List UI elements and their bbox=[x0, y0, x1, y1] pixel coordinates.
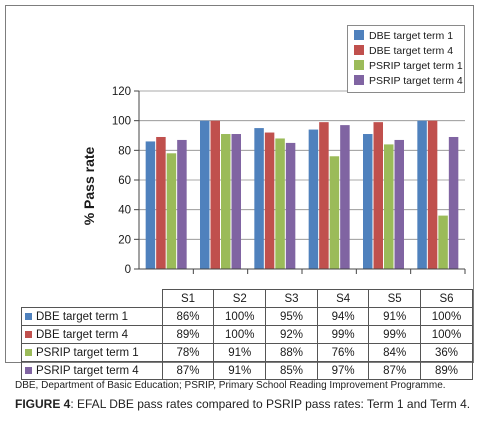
data-label: 91% bbox=[213, 361, 267, 380]
table-row: DBE target term 1 86% 100% 95% 94% 91% 100% bbox=[21, 307, 474, 326]
data-label: 100% bbox=[419, 325, 474, 344]
bar bbox=[254, 128, 264, 269]
legend-item: DBE target term 4 bbox=[354, 44, 464, 59]
bar bbox=[145, 141, 156, 269]
y-tick-label: 120 bbox=[112, 86, 131, 98]
y-tick-label: 60 bbox=[118, 175, 131, 187]
legend-label: DBE target term 1 bbox=[369, 30, 454, 42]
chart-legend: DBE target term 1 DBE target term 4 PSRIP … bbox=[347, 25, 465, 93]
legend-label: DBE target term 4 bbox=[369, 45, 454, 57]
bar bbox=[340, 125, 350, 269]
bar bbox=[156, 136, 166, 269]
bar bbox=[231, 134, 241, 269]
data-label: 84% bbox=[368, 343, 421, 362]
data-label: 86% bbox=[161, 307, 215, 326]
category-label: S3 bbox=[265, 289, 318, 308]
data-label: 99% bbox=[316, 325, 370, 344]
data-label: 89% bbox=[419, 361, 474, 380]
y-tick-label: 100 bbox=[112, 116, 131, 128]
bar bbox=[319, 122, 329, 270]
figure-caption: FIGURE 4: EFAL DBE pass rates compared t… bbox=[15, 397, 470, 411]
data-label: 91% bbox=[368, 307, 421, 326]
table-row: DBE target term 4 89% 100% 92% 99% 99% 100% bbox=[21, 325, 474, 344]
table-row-label: PSRIP target term 1 bbox=[21, 343, 163, 362]
data-label: 89% bbox=[161, 325, 215, 344]
data-label: 100% bbox=[213, 325, 267, 344]
table-row-label: DBE target term 1 bbox=[21, 307, 163, 326]
category-label: S1 bbox=[161, 289, 215, 308]
data-label: 36% bbox=[419, 343, 474, 362]
legend-item: PSRIP target term 1 bbox=[354, 59, 464, 74]
bar bbox=[427, 120, 438, 270]
bar-chart: 0 20 40 60 80 100 120 % Pass rate bbox=[81, 86, 466, 276]
data-label: 92% bbox=[265, 325, 318, 344]
category-label: S4 bbox=[316, 289, 370, 308]
table-row-name: PSRIP target term 1 bbox=[36, 346, 139, 359]
legend-swatch bbox=[354, 30, 364, 40]
figure-note: DBE, Department of Basic Education; PSRI… bbox=[15, 380, 446, 391]
y-axis-title: % Pass rate bbox=[81, 146, 97, 225]
bar bbox=[394, 139, 404, 269]
table-row-swatch bbox=[25, 348, 32, 356]
figure-caption-text: : EFAL DBE pass rates compared to PSRIP … bbox=[70, 397, 471, 411]
data-label: 100% bbox=[419, 307, 474, 326]
table-row: PSRIP target term 4 87% 91% 85% 97% 87% 89% bbox=[21, 361, 474, 380]
data-label: 88% bbox=[265, 343, 318, 362]
table-row-swatch bbox=[25, 366, 32, 374]
table-row-name: PSRIP target term 4 bbox=[36, 364, 139, 377]
bar bbox=[329, 156, 340, 269]
legend-swatch bbox=[354, 45, 364, 55]
bar bbox=[285, 142, 296, 269]
legend-item: PSRIP target term 4 bbox=[354, 74, 464, 89]
bar bbox=[308, 129, 319, 269]
bar bbox=[363, 134, 373, 269]
data-table: S1 S2 S3 S4 S5 S6 DBE target term 1 86% 100% 95% 9… bbox=[21, 289, 474, 380]
figure-caption-label: FIGURE 4 bbox=[15, 397, 71, 411]
data-label: 94% bbox=[316, 307, 370, 326]
table-row-label: PSRIP target term 4 bbox=[21, 361, 163, 380]
table-row-swatch bbox=[25, 330, 32, 338]
table-row-name: DBE target term 1 bbox=[36, 310, 129, 323]
bar bbox=[448, 136, 459, 269]
table-row: PSRIP target term 1 78% 91% 88% 76% 84% 36% bbox=[21, 343, 474, 362]
bar bbox=[166, 153, 177, 269]
bar bbox=[438, 215, 448, 269]
legend-swatch bbox=[354, 75, 364, 85]
data-label: 87% bbox=[368, 361, 421, 380]
bar bbox=[210, 120, 220, 270]
table-corner bbox=[22, 290, 163, 308]
data-label: 87% bbox=[161, 361, 215, 380]
category-label: S6 bbox=[419, 289, 474, 308]
bar bbox=[200, 120, 210, 270]
data-label: 91% bbox=[213, 343, 267, 362]
data-label: 78% bbox=[161, 343, 215, 362]
data-label: 99% bbox=[368, 325, 421, 344]
bar bbox=[417, 120, 427, 270]
bar bbox=[384, 144, 394, 269]
y-tick-label: 0 bbox=[125, 264, 131, 276]
legend-swatch bbox=[354, 60, 364, 70]
data-label: 76% bbox=[316, 343, 370, 362]
figure-frame: 0 20 40 60 80 100 120 % Pass rate DBE target t… bbox=[5, 5, 474, 380]
category-label: S2 bbox=[213, 289, 267, 308]
bar bbox=[221, 134, 231, 269]
legend-label: PSRIP target term 1 bbox=[369, 60, 463, 72]
data-label: 95% bbox=[265, 307, 318, 326]
category-label: S5 bbox=[368, 289, 421, 308]
table-row-label: DBE target term 4 bbox=[21, 325, 163, 344]
bar bbox=[264, 132, 275, 269]
table-row-name: DBE target term 4 bbox=[36, 328, 129, 341]
data-label: 97% bbox=[316, 361, 370, 380]
bar bbox=[177, 139, 187, 269]
y-tick-label: 40 bbox=[118, 205, 131, 217]
bar bbox=[275, 138, 285, 269]
bar bbox=[373, 122, 383, 270]
legend-label: PSRIP target term 4 bbox=[369, 75, 463, 87]
y-tick-label: 80 bbox=[118, 145, 131, 157]
y-tick-label: 20 bbox=[118, 234, 131, 246]
table-row-swatch bbox=[25, 312, 32, 320]
data-label: 100% bbox=[213, 307, 267, 326]
data-label: 85% bbox=[265, 361, 318, 380]
legend-item: DBE target term 1 bbox=[354, 29, 464, 44]
